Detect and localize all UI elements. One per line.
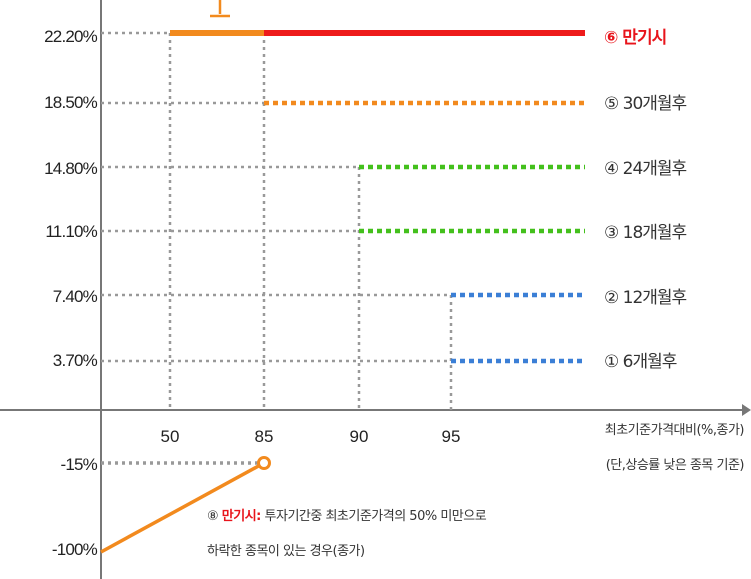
y-tick-label: 14.80% <box>44 159 98 178</box>
series-label: ④ 24개월후 <box>604 159 687 179</box>
series-label: ⑤ 30개월후 <box>604 94 687 114</box>
x-tick-label: 90 <box>350 427 369 446</box>
x-axis-arrow <box>742 404 751 416</box>
x-axis-sublabel: (단,상승률 낮은 종목 기준) <box>606 458 744 473</box>
x-tick-label: 85 <box>255 427 274 446</box>
y-tick-label: -100% <box>52 540 98 559</box>
y-tick-label: 7.40% <box>53 287 98 306</box>
footnote-text: 투자기간중 최초기준가격의 50% 미만으로 <box>261 509 487 524</box>
series-label: ⑥ 만기시 <box>604 28 666 48</box>
y-tick-label: 22.20% <box>44 27 98 46</box>
y-tick-label: -15% <box>61 455 98 474</box>
footnote-line-1: ⑧ 만기시: 투자기간중 최초기준가격의 50% 미만으로 <box>207 508 487 524</box>
guide-lines <box>101 31 453 465</box>
footnote-line-2: 하락한 종목이 있는 경우(종가) <box>207 544 365 559</box>
x-axis-label: 최초기준가격대비(%,종가) <box>605 423 744 438</box>
x-tick-label: 50 <box>161 427 180 446</box>
loss-line <box>100 461 265 554</box>
series-label: ③ 18개월후 <box>604 223 687 243</box>
y-tick-label: 11.10% <box>45 222 97 241</box>
series-label: ② 12개월후 <box>604 288 687 308</box>
series-label: ① 6개월후 <box>604 352 677 372</box>
footnote-prefix: ⑧ <box>207 509 222 524</box>
loss-point <box>257 456 271 470</box>
loss-line-group <box>100 456 271 554</box>
x-tick-label: 95 <box>442 427 461 446</box>
y-tick-label: 18.50% <box>44 93 98 112</box>
footnote-highlight: 만기시: <box>222 508 261 524</box>
y-tick-label: 3.70% <box>53 351 98 370</box>
series-lines <box>170 30 585 364</box>
arrow-down-icon <box>210 0 230 18</box>
